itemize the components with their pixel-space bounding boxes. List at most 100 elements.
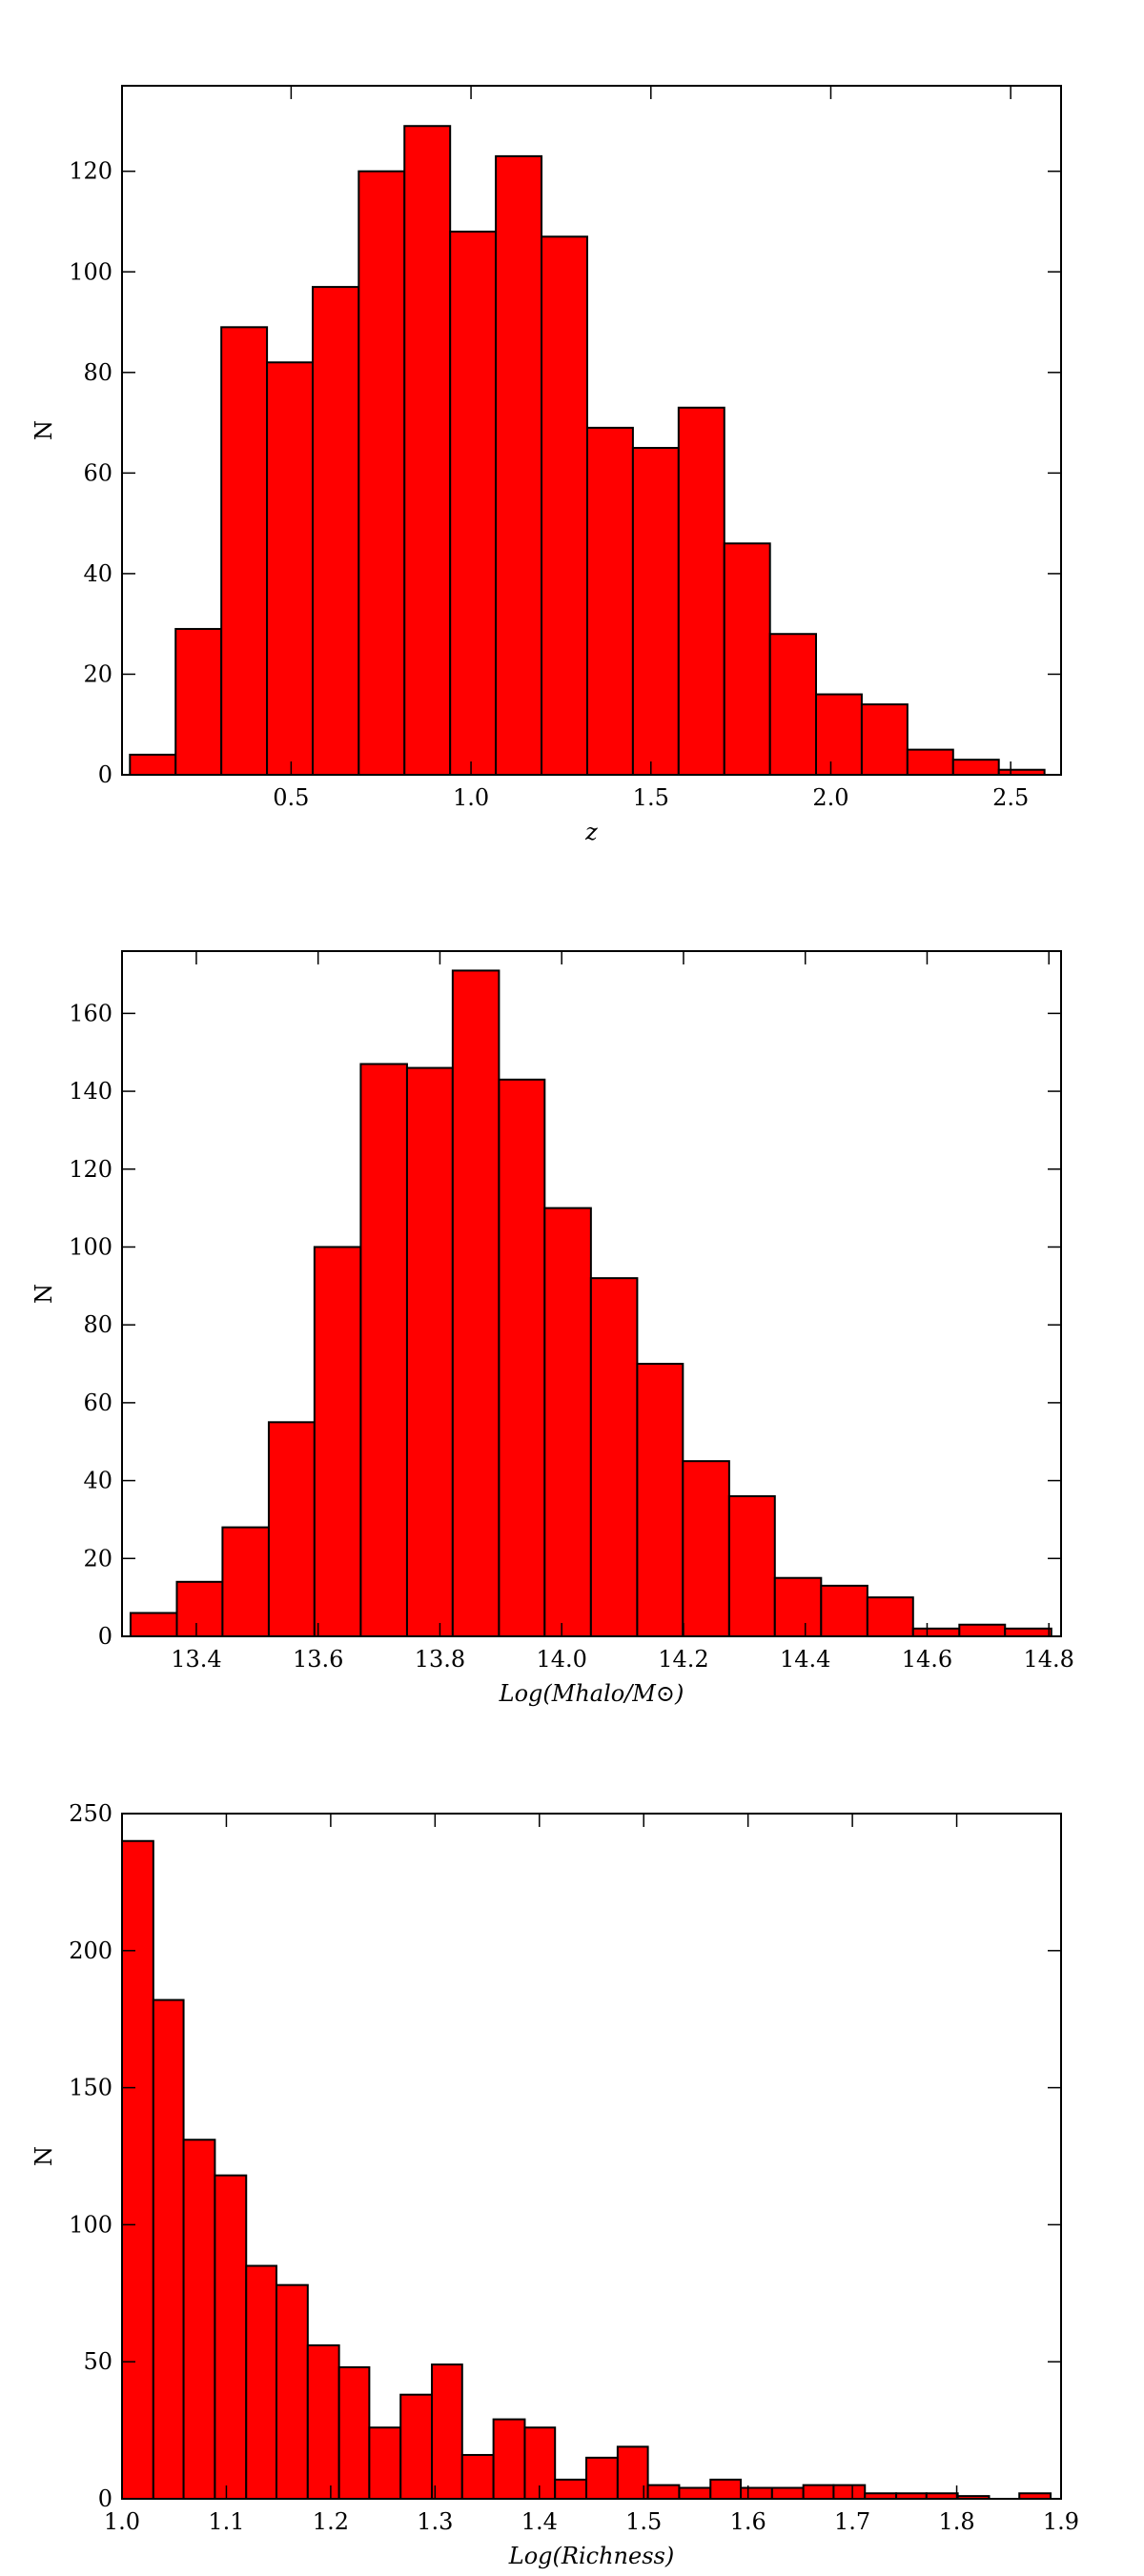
bar (266, 361, 315, 776)
bar (337, 2365, 371, 2500)
bar (221, 1526, 270, 1638)
x-tick-label: 1.5 (625, 2508, 662, 2535)
bar (906, 748, 954, 777)
bar (543, 1207, 592, 1637)
bar (175, 1580, 224, 1637)
bar (589, 1277, 639, 1637)
bar (631, 446, 680, 776)
bar (431, 2363, 463, 2500)
bar (768, 633, 817, 776)
bar (313, 1246, 362, 1638)
bar (646, 2484, 681, 2501)
y-tick-label: 40 (83, 560, 112, 587)
plot-frame (121, 1813, 1062, 2500)
x-tick-label: 1.7 (834, 2508, 870, 2535)
bar (860, 703, 909, 776)
bar (306, 2343, 340, 2501)
x-tick-label: 2.0 (812, 784, 848, 811)
y-tick-label: 80 (83, 1311, 112, 1338)
bar (770, 2486, 805, 2501)
bar (802, 2484, 835, 2501)
bar (616, 2445, 649, 2500)
x-tick-label: 1.8 (938, 2508, 974, 2535)
x-tick-label: 1.5 (633, 784, 669, 811)
y-tick-label: 250 (69, 1800, 112, 1827)
bar (585, 426, 634, 776)
bar (554, 2478, 588, 2500)
bar (832, 2484, 867, 2501)
y-axis-label: N (31, 420, 57, 440)
bar (677, 406, 725, 776)
bar (820, 1584, 868, 1638)
x-axis-label: Log(Mhalo/M⊙) (499, 1680, 684, 1707)
x-tick-label: 1.0 (453, 784, 489, 811)
y-tick-label: 80 (83, 359, 112, 386)
bar (866, 1596, 914, 1637)
bar (460, 2453, 495, 2500)
x-tick-label: 14.0 (536, 1646, 586, 1673)
bar (678, 2486, 712, 2501)
y-tick-label: 20 (83, 660, 112, 687)
bar (951, 759, 1000, 777)
x-tick-label: 14.8 (1024, 1646, 1074, 1673)
plot-frame (121, 85, 1062, 776)
bar (636, 1363, 684, 1637)
bar (121, 1839, 154, 2500)
bar (682, 1460, 730, 1638)
y-tick-label: 60 (83, 459, 112, 486)
x-axis-label: Log(Richness) (508, 2543, 674, 2569)
y-axis-label: N (31, 2146, 57, 2166)
bar (449, 231, 498, 776)
bar (709, 2478, 743, 2500)
x-tick-label: 1.6 (730, 2508, 766, 2535)
bar (129, 753, 177, 776)
y-tick-label: 120 (69, 1156, 112, 1183)
bar (585, 2456, 619, 2501)
bar (399, 2393, 434, 2500)
bar (1004, 1627, 1052, 1638)
bar (723, 542, 771, 777)
bar (359, 1063, 408, 1637)
bar (814, 693, 863, 777)
bar (492, 2418, 526, 2500)
bar (541, 235, 588, 776)
y-tick-label: 160 (69, 1000, 112, 1026)
bar (727, 1494, 776, 1637)
bar (245, 2264, 277, 2501)
bar (129, 1612, 178, 1638)
bar (267, 1421, 316, 1637)
x-tick-label: 1.9 (1043, 2508, 1079, 2535)
bar (174, 627, 223, 776)
bar (182, 2139, 216, 2500)
y-tick-label: 140 (69, 1078, 112, 1105)
bar (312, 286, 360, 776)
y-tick-label: 60 (83, 1389, 112, 1416)
x-tick-label: 14.2 (658, 1646, 708, 1673)
x-tick-label: 14.6 (902, 1646, 952, 1673)
x-tick-label: 1.0 (104, 2508, 140, 2535)
bar (773, 1576, 823, 1637)
bar (911, 1627, 961, 1638)
x-tick-label: 13.8 (415, 1646, 465, 1673)
bar (214, 2174, 248, 2501)
y-tick-label: 200 (69, 1937, 112, 1964)
y-tick-label: 40 (83, 1468, 112, 1494)
y-tick-label: 100 (69, 1233, 112, 1260)
bar (495, 154, 543, 776)
bar (152, 1998, 185, 2501)
y-tick-label: 50 (83, 2348, 112, 2375)
x-tick-label: 14.4 (780, 1646, 830, 1673)
bar (220, 326, 269, 776)
x-tick-label: 1.3 (417, 2508, 453, 2535)
y-tick-label: 20 (83, 1545, 112, 1572)
x-tick-label: 1.1 (208, 2508, 244, 2535)
bar (405, 1066, 454, 1637)
bar (498, 1078, 546, 1637)
x-tick-label: 2.5 (992, 784, 1029, 811)
bar (275, 2283, 309, 2501)
y-tick-label: 0 (98, 1623, 112, 1650)
plot-frame (121, 950, 1062, 1637)
y-axis-label: N (31, 1284, 57, 1304)
y-tick-label: 0 (98, 761, 112, 788)
